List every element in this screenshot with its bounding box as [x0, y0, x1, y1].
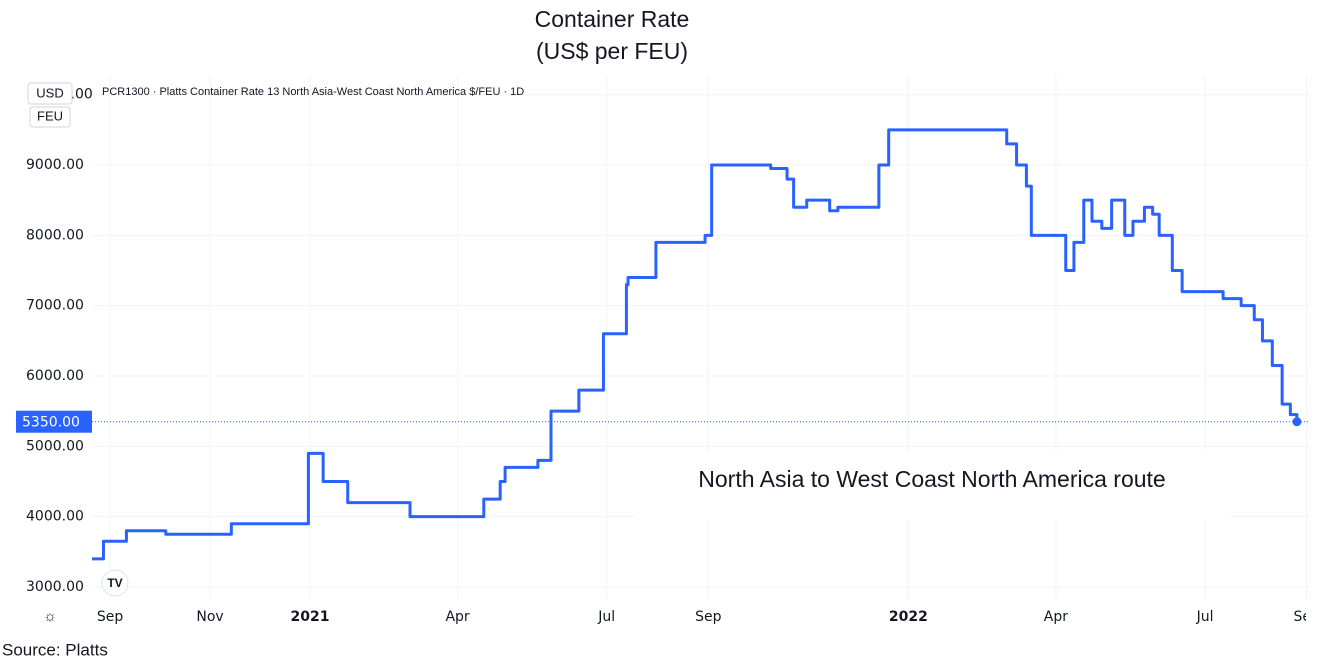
y-tick-label: 9000.00 [26, 157, 84, 173]
x-tick-label: Apr [1044, 609, 1068, 625]
y-tick-label: 8000.00 [26, 227, 84, 243]
x-tick-label: Jul [597, 609, 615, 625]
x-tick-label: Sep [1294, 609, 1320, 625]
annotation: North Asia to West Coast North America r… [698, 466, 1165, 492]
last-value-dot [1292, 417, 1302, 427]
chart-subtitle: (US$ per FEU) [536, 38, 688, 64]
last-value-box [16, 410, 92, 433]
legend-header: PCR1300 · Platts Container Rate 13 North… [102, 86, 524, 98]
y-tick-label: 4000.00 [26, 509, 84, 525]
price-line [92, 128, 1299, 561]
x-tick-label: Apr [445, 609, 469, 625]
annotation-box [635, 452, 1230, 520]
chart-title: Container Rate [535, 6, 690, 32]
y-axis: 3000.00 4000.00 5000.00 6000.00 7000.00 8000.… [26, 87, 93, 595]
currency-label[interactable]: USD [36, 85, 63, 100]
currency-button[interactable] [27, 82, 73, 105]
x-axis: Sep Nov 2021 Apr Jul Sep 2022 Apr Jul Sep [97, 609, 1320, 625]
unit-label[interactable]: FEU [37, 108, 63, 123]
x-tick-label: Nov [196, 609, 223, 625]
x-tick-label: 2021 [291, 609, 330, 625]
x-tick-label: 2022 [889, 609, 928, 625]
unit-button[interactable] [29, 106, 71, 128]
plot: 5350.00 [16, 128, 1310, 561]
tv-logo: TV [101, 569, 129, 597]
source: Source: Platts [2, 640, 108, 659]
svg-text:TV: TV [107, 576, 122, 590]
x-tick-label: Jul [1196, 609, 1214, 625]
y-tick-label: 7000.00 [26, 298, 84, 314]
y-tick-label: 6000.00 [26, 368, 84, 384]
x-tick-label: Sep [695, 609, 722, 625]
y-tick-label: 3000.00 [26, 579, 84, 595]
settings-icon[interactable]: ☼ [43, 608, 57, 625]
x-tick-label: Sep [97, 609, 124, 625]
y-tick-label: 5000.00 [26, 438, 84, 454]
last-value-label: 5350.00 [22, 415, 80, 431]
grid [92, 75, 1310, 600]
